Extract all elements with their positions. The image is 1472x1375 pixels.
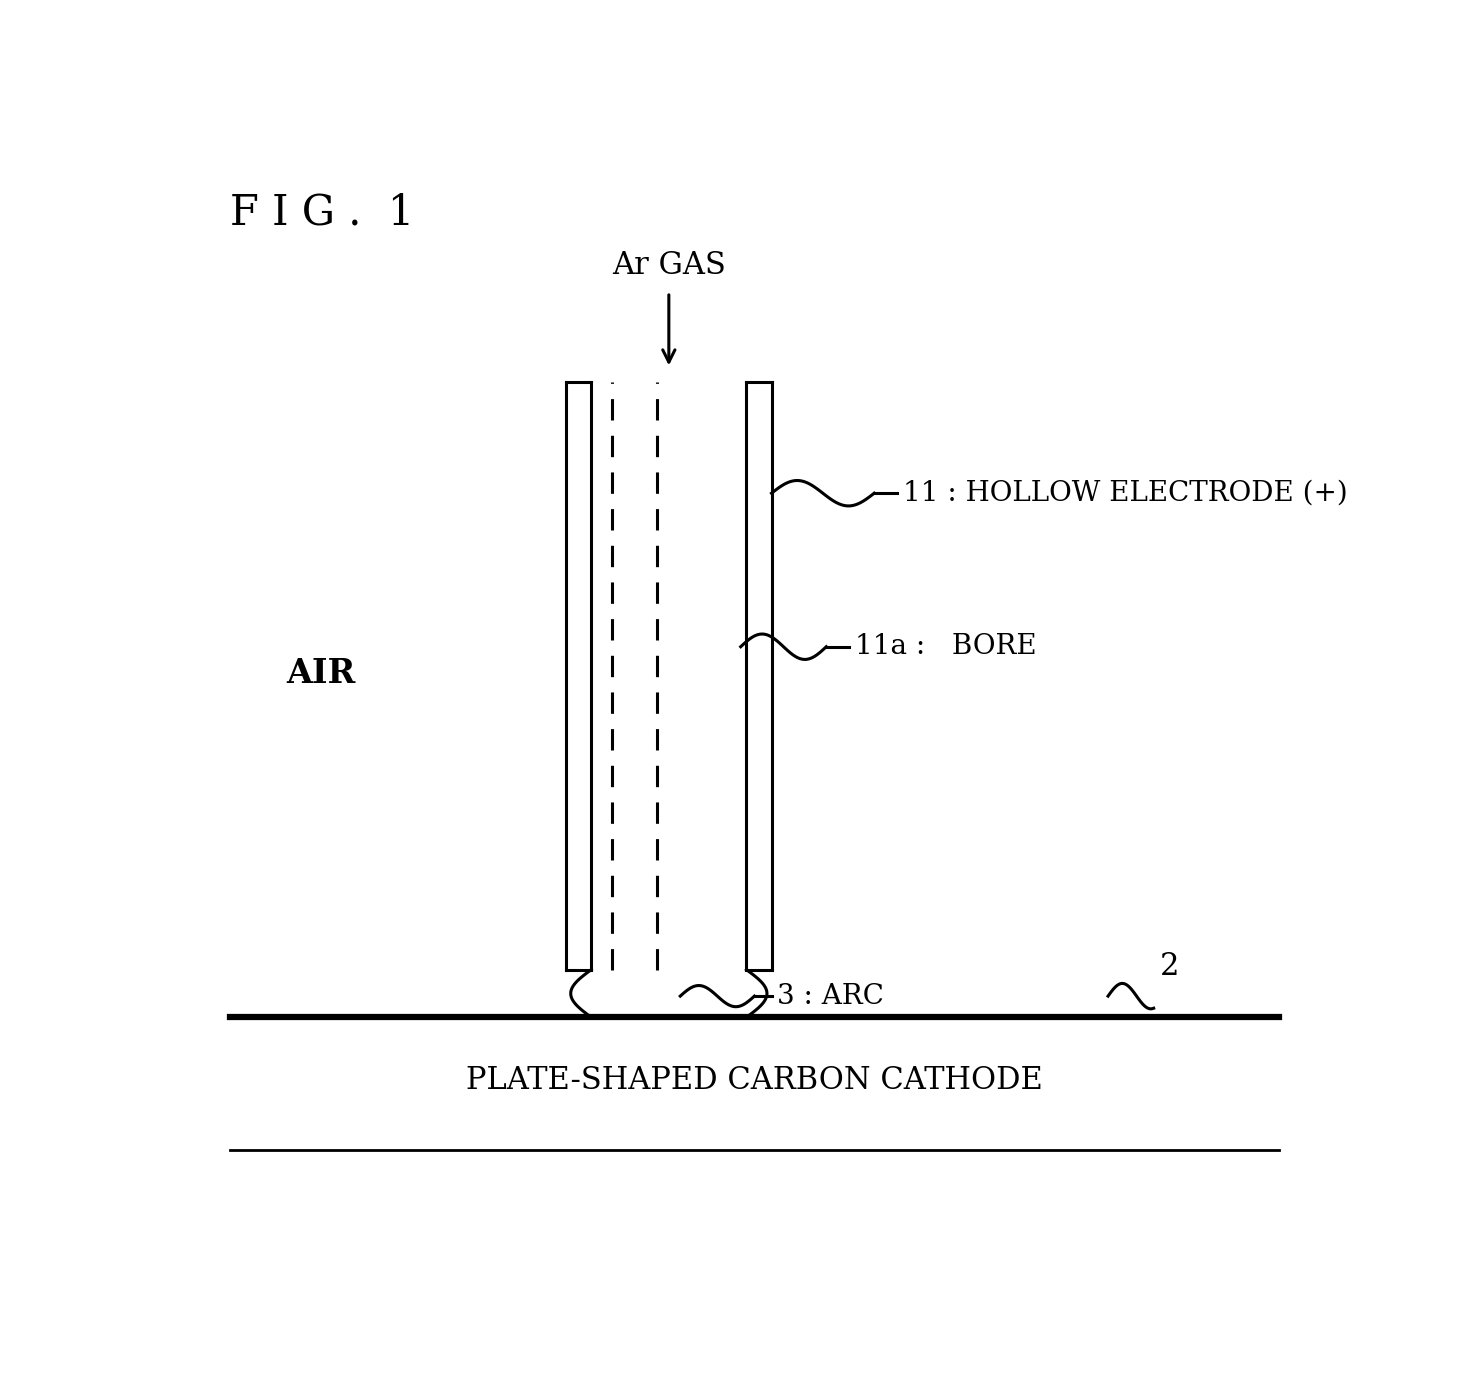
Text: Ar GAS: Ar GAS [612, 250, 726, 282]
Text: 3 : ARC: 3 : ARC [777, 983, 885, 1009]
Text: 11a :   BORE: 11a : BORE [855, 634, 1036, 660]
Text: 2: 2 [1160, 951, 1179, 982]
Text: PLATE-SHAPED CARBON CATHODE: PLATE-SHAPED CARBON CATHODE [467, 1064, 1042, 1096]
Text: F I G .  1: F I G . 1 [230, 191, 414, 234]
Text: AIR: AIR [286, 657, 356, 690]
Text: 11 : HOLLOW ELECTRODE (+): 11 : HOLLOW ELECTRODE (+) [902, 480, 1347, 507]
